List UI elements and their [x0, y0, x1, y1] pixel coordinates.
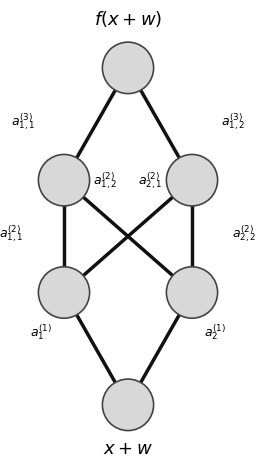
- Text: $a_{1,1}^{(2)}$: $a_{1,1}^{(2)}$: [0, 224, 24, 244]
- Text: $a_{1,2}^{(2)}$: $a_{1,2}^{(2)}$: [93, 170, 118, 190]
- Text: $a_{1,1}^{(3)}$: $a_{1,1}^{(3)}$: [11, 111, 35, 132]
- Ellipse shape: [166, 154, 218, 206]
- Ellipse shape: [102, 379, 154, 431]
- Ellipse shape: [38, 267, 90, 318]
- Text: $a_{1}^{(1)}$: $a_{1}^{(1)}$: [30, 322, 52, 342]
- Ellipse shape: [38, 154, 90, 206]
- Ellipse shape: [166, 267, 218, 318]
- Ellipse shape: [102, 42, 154, 94]
- Text: $a_{2,2}^{(2)}$: $a_{2,2}^{(2)}$: [232, 224, 256, 244]
- Text: $a_{2,1}^{(2)}$: $a_{2,1}^{(2)}$: [138, 170, 163, 190]
- Text: $x+w$: $x+w$: [103, 440, 153, 458]
- Text: $f(x+w)$: $f(x+w)$: [94, 9, 162, 29]
- Text: $a_{1,2}^{(3)}$: $a_{1,2}^{(3)}$: [221, 111, 245, 132]
- Text: $a_{2}^{(1)}$: $a_{2}^{(1)}$: [204, 322, 226, 342]
